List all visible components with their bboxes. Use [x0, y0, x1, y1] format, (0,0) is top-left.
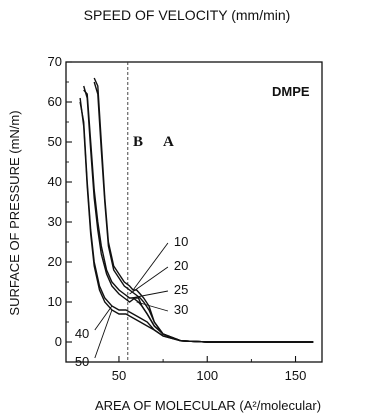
- compound-label: DMPE: [272, 84, 310, 99]
- x-tick-label: 100: [196, 368, 218, 383]
- annotation-label-20: 20: [174, 258, 188, 273]
- y-tick-label: 20: [48, 254, 62, 269]
- y-tick-label: 50: [48, 134, 62, 149]
- chart-title: SPEED OF VELOCITY (mm/min): [84, 7, 291, 23]
- annotation-leader-10: [132, 242, 169, 291]
- plot-frame: [65, 61, 323, 363]
- annotation-leader-30: [136, 301, 169, 312]
- annotation-label-10: 10: [174, 234, 188, 249]
- y-tick-label: 60: [48, 94, 62, 109]
- y-axis-ticks: 0 10 20 30 40 50 60 70: [48, 54, 72, 349]
- annotation-leader-25: [131, 290, 169, 299]
- series-line-25: [83, 89, 314, 343]
- series-group: [79, 77, 314, 343]
- region-label-a: A: [163, 134, 174, 150]
- series-line-10: [93, 77, 314, 343]
- plot-border: [65, 61, 323, 363]
- y-tick-label: 70: [48, 54, 62, 69]
- series-line-40: [79, 101, 314, 343]
- annotation-label-30: 30: [174, 302, 188, 317]
- annotation-leader-40: [94, 305, 113, 331]
- x-axis-ticks: 50 100 150: [112, 356, 307, 383]
- y-tick-label: 0: [55, 334, 62, 349]
- y-axis-label: SURFACE OF PRESSURE (mN/m): [7, 110, 22, 315]
- annotation-label-50: 50: [75, 354, 89, 369]
- annotation-label-40: 40: [75, 326, 89, 341]
- series-line-50: [79, 97, 314, 343]
- annotation-leader-50: [94, 309, 113, 359]
- y-tick-label: 40: [48, 174, 62, 189]
- x-tick-label: 150: [285, 368, 307, 383]
- annotations-group: 10 20 25 30 40 50: [75, 234, 189, 369]
- y-tick-label: 30: [48, 214, 62, 229]
- region-label-b: B: [133, 134, 143, 150]
- x-tick-label: 50: [112, 368, 126, 383]
- y-tick-label: 10: [48, 294, 62, 309]
- annotation-label-25: 25: [174, 282, 188, 297]
- series-line-20: [93, 81, 314, 343]
- series-line-30: [83, 85, 314, 343]
- x-axis-label: AREA OF MOLECULAR (A²/molecular): [95, 398, 321, 413]
- annotation-leader-20: [129, 266, 169, 295]
